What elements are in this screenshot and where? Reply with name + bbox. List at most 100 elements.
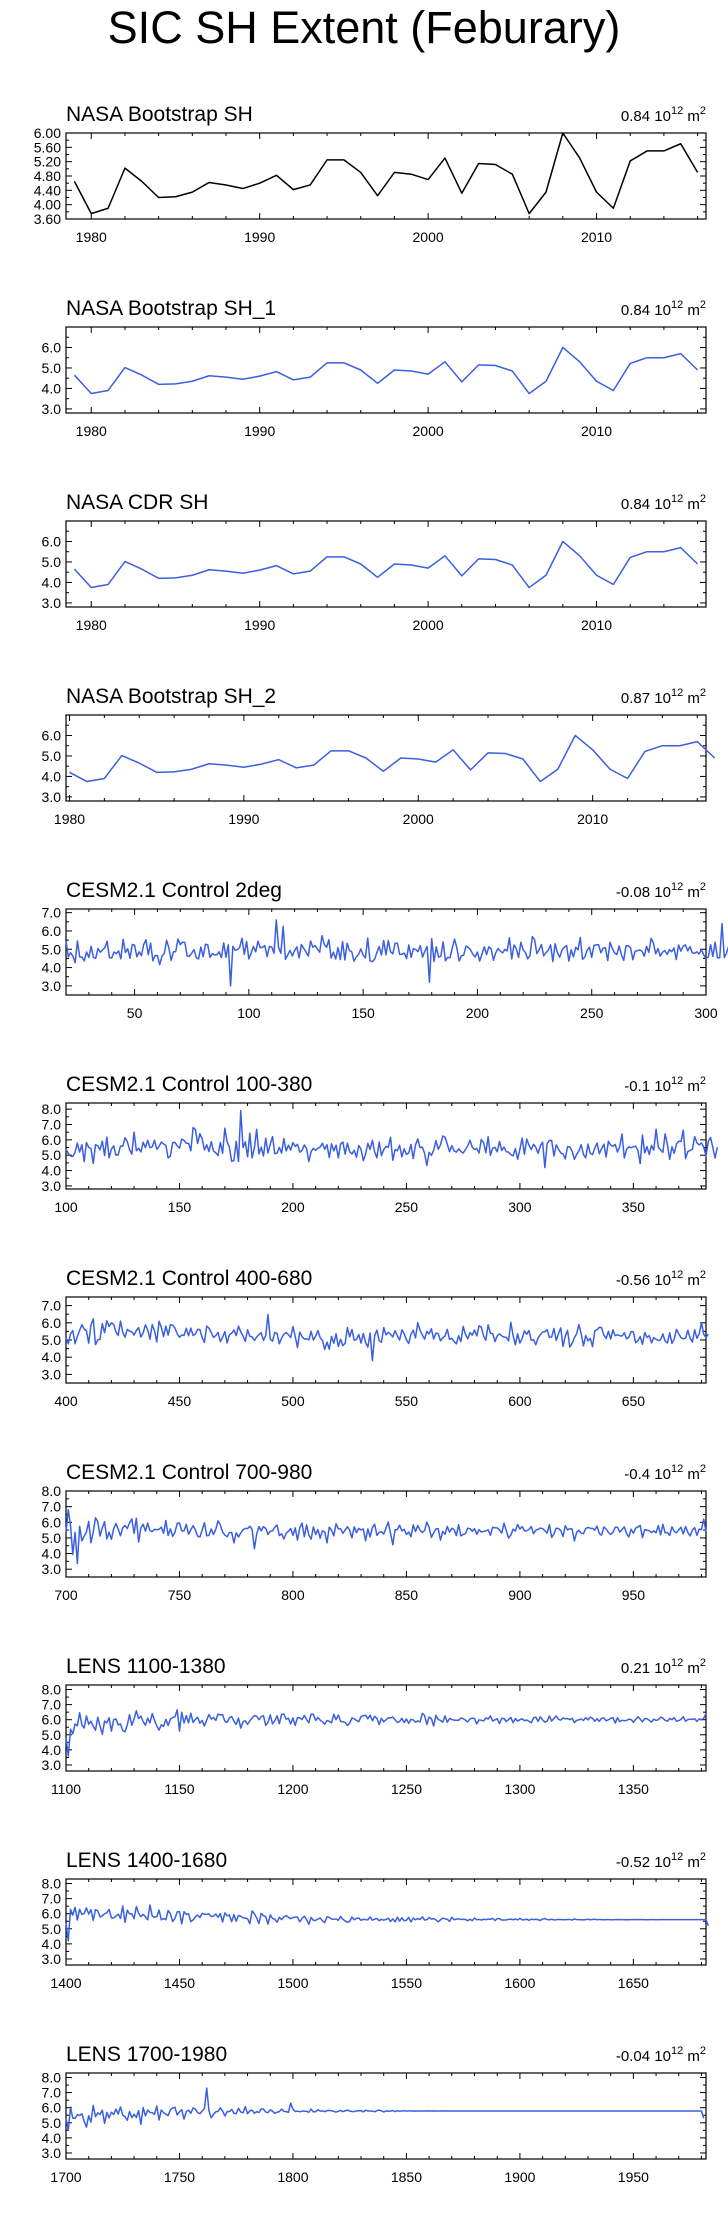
y-tick-label: 5.0 xyxy=(42,941,62,957)
x-tick-label: 1550 xyxy=(391,1975,422,1991)
y-tick-label: 3.0 xyxy=(42,2145,62,2161)
y-tick-label: 5.60 xyxy=(34,139,61,155)
chart-1: NASA Bootstrap SH 0.84 1012 m2 3.604.004.4… xyxy=(34,103,707,245)
plot-frame xyxy=(65,1102,707,1190)
chart-title: NASA CDR SH xyxy=(66,491,208,514)
y-tick-label: 6.0 xyxy=(42,1514,62,1530)
y-tick-label: 4.0 xyxy=(42,1163,62,1179)
y-tick-label: 5.0 xyxy=(42,360,62,376)
chart-title: NASA Bootstrap SH xyxy=(66,103,253,126)
plot-frame xyxy=(65,1878,707,1966)
y-tick-label: 7.0 xyxy=(42,1697,62,1713)
x-tick-label: 2000 xyxy=(413,617,444,633)
y-tick-label: 3.0 xyxy=(42,1178,62,1194)
x-tick-label: 800 xyxy=(281,1587,305,1603)
x-tick-label: 1500 xyxy=(277,1975,308,1991)
chart-title: CESM2.1 Control 2deg xyxy=(66,879,282,902)
y-tick-label: 6.0 xyxy=(42,923,62,939)
y-tick-label: 7.0 xyxy=(42,905,62,921)
x-tick-label: 600 xyxy=(508,1393,532,1409)
y-tick-label: 4.0 xyxy=(42,1936,62,1952)
y-tick-label: 6.0 xyxy=(42,1315,62,1331)
chart-3: NASA CDR SH 0.84 1012 m2 3.0 4.0 5.0 6.0 1980 1… xyxy=(42,491,707,633)
y-tick-label: 7.0 xyxy=(42,1298,62,1314)
chart-10: LENS 1400-1680 -0.52 1012 m2 3.04.05.06.07… xyxy=(42,1849,709,1991)
trend-label: -0.08 1012 m2 xyxy=(616,881,706,901)
x-tick-label: 1980 xyxy=(76,423,107,439)
series-line xyxy=(65,1509,707,1565)
x-tick-label: 2010 xyxy=(577,811,608,827)
y-tick-label: 5.0 xyxy=(42,1727,62,1743)
y-tick-label: 6.0 xyxy=(42,1712,62,1728)
x-tick-label: 1990 xyxy=(244,617,275,633)
y-tick-label: 4.0 xyxy=(42,1546,62,1562)
chart-9: LENS 1100-1380 0.21 1012 m2 3.04.05.06.07.… xyxy=(42,1655,707,1797)
y-tick-label: 5.20 xyxy=(34,154,61,170)
series-line xyxy=(73,132,699,215)
x-tick-label: 1990 xyxy=(228,811,259,827)
trend-label: 0.21 1012 m2 xyxy=(621,1657,706,1677)
y-tick-label: 4.80 xyxy=(34,168,61,184)
x-tick-label: 750 xyxy=(168,1587,192,1603)
x-tick-label: 1250 xyxy=(391,1781,422,1797)
y-tick-label: 5.0 xyxy=(42,748,62,764)
chart-title: CESM2.1 Control 700-980 xyxy=(66,1461,312,1484)
x-tick-label: 250 xyxy=(580,1005,604,1021)
trend-label: -0.1 1012 m2 xyxy=(624,1075,706,1095)
y-tick-label: 6.0 xyxy=(42,727,62,743)
x-tick-label: 200 xyxy=(466,1005,490,1021)
x-tick-label: 200 xyxy=(281,1199,305,1215)
y-tick-label: 6.0 xyxy=(42,1132,62,1148)
x-tick-label: 1400 xyxy=(50,1975,81,1991)
x-tick-label: 250 xyxy=(395,1199,419,1215)
chart-5: CESM2.1 Control 2deg -0.08 1012 m2 3.0 4.0 5… xyxy=(42,879,728,1021)
x-tick-label: 1990 xyxy=(244,423,275,439)
x-tick-label: 1100 xyxy=(51,1781,81,1797)
plot-frame xyxy=(65,1296,707,1384)
y-tick-label: 6.0 xyxy=(42,2100,62,2116)
series-line xyxy=(65,919,728,987)
y-tick-label: 4.0 xyxy=(42,380,62,396)
plot-frame xyxy=(65,132,707,220)
plot-frame xyxy=(65,326,707,414)
x-tick-label: 1980 xyxy=(76,229,107,245)
x-tick-label: 1200 xyxy=(277,1781,308,1797)
x-tick-label: 2000 xyxy=(413,229,444,245)
y-tick-label: 8.0 xyxy=(42,1483,62,1499)
trend-label: -0.4 1012 m2 xyxy=(624,1463,706,1483)
y-tick-label: 3.0 xyxy=(42,1757,62,1773)
series-line xyxy=(69,734,716,783)
x-tick-label: 950 xyxy=(622,1587,646,1603)
y-tick-label: 4.0 xyxy=(42,574,62,590)
y-tick-label: 7.0 xyxy=(42,1117,62,1133)
trend-label: 0.84 1012 m2 xyxy=(621,493,706,513)
y-tick-label: 5.0 xyxy=(42,554,62,570)
series-line xyxy=(65,1709,707,1757)
x-tick-label: 1900 xyxy=(504,2169,535,2185)
chart-7: CESM2.1 Control 400-680 -0.56 1012 m23.04… xyxy=(42,1267,709,1409)
x-tick-label: 2000 xyxy=(403,811,434,827)
chart-title: CESM2.1 Control 100-380 xyxy=(66,1073,312,1096)
y-tick-label: 7.0 xyxy=(42,1499,62,1515)
y-tick-label: 4.0 xyxy=(42,960,62,976)
y-tick-label: 6.00 xyxy=(34,125,61,141)
chart-8: CESM2.1 Control 700-980 -0.4 1012 m2 3.04.… xyxy=(42,1461,707,1603)
y-tick-label: 6.0 xyxy=(42,1906,62,1922)
x-tick-label: 1650 xyxy=(618,1975,649,1991)
chart-title: LENS 1700-1980 xyxy=(66,2043,227,2066)
y-tick-label: 4.0 xyxy=(42,2130,62,2146)
plot-frame xyxy=(65,2072,707,2160)
x-tick-label: 1450 xyxy=(164,1975,195,1991)
y-tick-label: 4.0 xyxy=(42,768,62,784)
series-line xyxy=(65,2087,705,2132)
plot-frame xyxy=(65,520,707,608)
series-line xyxy=(65,1904,709,1942)
x-tick-label: 1980 xyxy=(54,811,85,827)
x-tick-label: 550 xyxy=(395,1393,419,1409)
y-tick-label: 3.0 xyxy=(42,1951,62,1967)
x-tick-label: 2010 xyxy=(581,617,612,633)
x-tick-label: 650 xyxy=(622,1393,646,1409)
y-tick-label: 3.0 xyxy=(42,595,62,611)
trend-label: -0.04 1012 m2 xyxy=(616,2045,706,2065)
trend-label: -0.52 1012 m2 xyxy=(616,1851,706,1871)
